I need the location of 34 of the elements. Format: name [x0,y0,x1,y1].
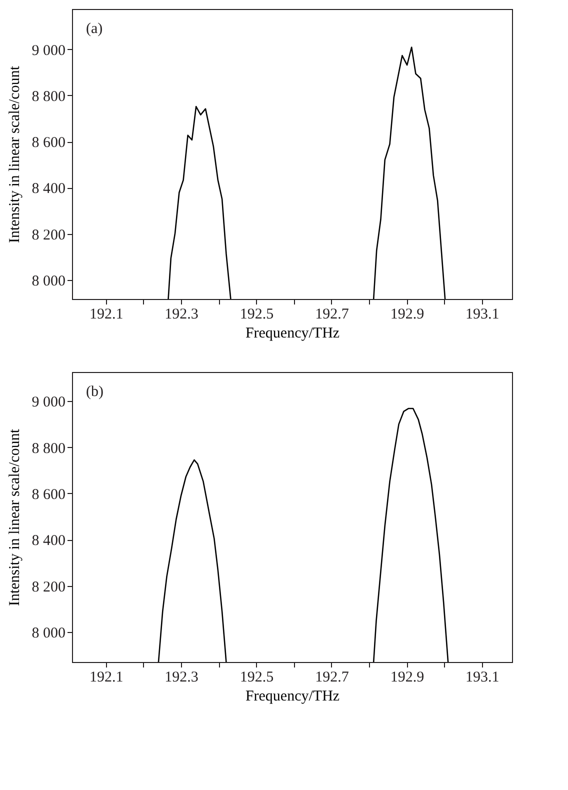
x-tick-label: 192.5 [240,670,274,686]
y-tick-label: 8 000 [32,273,66,290]
x-tick-label: 192.1 [89,306,124,322]
x-tick-label: 192.3 [164,306,198,322]
y-tick-label: 8 200 [32,227,66,244]
x-tick-label: 193.1 [466,306,500,322]
annotation: (a) [86,21,103,37]
y-axis-title: Intensity in linear scale/count [6,65,23,244]
line-series [168,106,232,299]
x-tick-label: 192.1 [89,670,124,686]
y-tick-label: 8 600 [32,135,66,152]
y-tick-label: 8 600 [32,486,66,503]
y-tick-label: 8 800 [32,88,66,105]
x-axis-title: Frequency/THz [245,326,340,342]
y-tick-label: 9 000 [32,42,66,59]
line-series [158,459,227,662]
y-tick-label: 8 400 [32,533,66,550]
x-tick-label: 192.9 [390,670,424,686]
x-tick-label: 192.3 [164,670,198,686]
line-series [372,46,446,299]
x-tick-label: 192.5 [240,306,274,322]
x-tick-label: 192.7 [315,670,350,686]
x-tick-label: 192.9 [390,306,424,322]
y-tick-label: 9 000 [32,394,66,411]
y-tick-label: 8 000 [32,625,66,642]
x-axis-title: Frequency/THz [245,688,340,704]
annotation: (b) [86,384,104,400]
y-tick-label: 8 400 [32,181,66,198]
y-tick-label: 8 800 [32,440,66,457]
y-axis-title: Intensity in linear scale/count [6,428,23,606]
x-tick-label: 193.1 [466,670,500,686]
x-tick-label: 192.7 [315,306,350,322]
line-series [372,408,449,662]
y-tick-label: 8 200 [32,579,66,596]
